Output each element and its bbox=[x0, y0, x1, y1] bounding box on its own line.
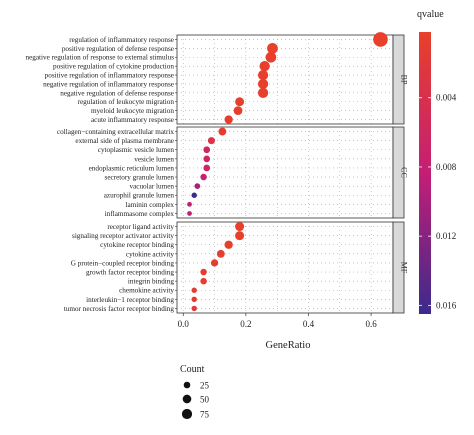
data-point bbox=[224, 240, 233, 249]
facet-strip-bp bbox=[392, 34, 405, 125]
colorbar-tick-label: 0.016 bbox=[436, 300, 457, 310]
term-label: external side of plasma membrane bbox=[75, 137, 174, 145]
data-point bbox=[187, 201, 192, 207]
data-point bbox=[194, 183, 201, 190]
facet-strip-cc bbox=[392, 126, 405, 219]
term-label: integrin binding bbox=[128, 278, 175, 286]
x-tick-label: 0.4 bbox=[303, 319, 315, 329]
qvalue-colorbar bbox=[419, 32, 431, 314]
data-point bbox=[203, 164, 211, 172]
colorbar-tick-label: 0.012 bbox=[436, 231, 456, 241]
term-label: chemokine activity bbox=[119, 287, 174, 295]
term-label: regulation of leukocyte migration bbox=[78, 98, 175, 106]
term-label: inflammasome complex bbox=[105, 210, 175, 218]
term-label: signaling receptor activator activity bbox=[72, 232, 174, 240]
data-point bbox=[233, 106, 243, 116]
data-point bbox=[200, 268, 207, 276]
term-label: receptor ligand activity bbox=[107, 223, 174, 231]
size-legend-dot bbox=[181, 408, 193, 420]
size-legend-dot bbox=[183, 381, 191, 389]
data-point bbox=[257, 78, 269, 90]
size-legend-label: 75 bbox=[200, 410, 210, 420]
term-label: growth factor receptor binding bbox=[86, 268, 174, 276]
qvalue-legend: qvalue 0.004 0.008 0.012 0.016 bbox=[417, 9, 457, 314]
data-point bbox=[191, 287, 197, 293]
term-label: positive regulation of cytokine producti… bbox=[53, 63, 174, 71]
data-point bbox=[267, 42, 278, 54]
data-point bbox=[257, 87, 269, 98]
term-label: myeloid leukocyte migration bbox=[91, 107, 174, 115]
term-label: acute inflammatory response bbox=[91, 116, 174, 124]
data-point bbox=[373, 32, 388, 47]
term-label: vesicle lumen bbox=[134, 155, 174, 163]
term-label: G protein−coupled receptor binding bbox=[71, 259, 175, 267]
data-point bbox=[224, 115, 233, 124]
size-legend-dot bbox=[182, 394, 192, 404]
term-label: laminin complex bbox=[125, 201, 174, 209]
facet-label-bp: BP bbox=[399, 75, 408, 85]
data-point bbox=[216, 249, 225, 258]
x-tick-label: 0.6 bbox=[365, 319, 377, 329]
data-point bbox=[210, 259, 219, 267]
term-label: azurophil granule lumen bbox=[104, 192, 175, 200]
data-point bbox=[235, 97, 245, 107]
data-point bbox=[257, 69, 269, 81]
count-legend-title: Count bbox=[180, 364, 205, 375]
term-label: negative regulation of inflammatory resp… bbox=[43, 80, 174, 88]
facet-strip-mf bbox=[392, 221, 405, 314]
term-label: negative regulation of defense response bbox=[60, 89, 174, 97]
term-label: regulation of inflammatory response bbox=[69, 36, 174, 44]
term-label: cytoplasmic vesicle lumen bbox=[98, 146, 175, 154]
x-tick-label: 0.2 bbox=[240, 319, 251, 329]
term-label: collagen−containing extracellular matrix bbox=[57, 128, 174, 136]
x-axis: GeneRatio 0.0 0.2 0.4 0.6 bbox=[178, 313, 377, 351]
term-label: cytokine activity bbox=[126, 250, 175, 258]
qvalue-legend-title: qvalue bbox=[417, 9, 444, 20]
term-label: vacuolar lumen bbox=[129, 183, 174, 191]
data-point bbox=[187, 211, 192, 216]
term-label: secretory granule lumen bbox=[105, 173, 175, 181]
data-point bbox=[191, 305, 197, 312]
data-point bbox=[203, 146, 211, 154]
data-point bbox=[207, 137, 215, 145]
data-point bbox=[259, 60, 270, 72]
size-legend-label: 50 bbox=[200, 395, 210, 405]
panel-frame bbox=[176, 221, 394, 314]
data-point bbox=[265, 51, 277, 63]
size-legend-label: 25 bbox=[200, 381, 210, 391]
term-label: cytokine receptor binding bbox=[100, 241, 174, 249]
data-point bbox=[200, 277, 207, 285]
data-point bbox=[191, 192, 197, 198]
colorbar-tick-label: 0.008 bbox=[436, 162, 457, 172]
data-point bbox=[235, 222, 245, 232]
panel-frame bbox=[176, 34, 394, 125]
data-point bbox=[218, 127, 227, 136]
term-label: interleukin−1 receptor binding bbox=[86, 296, 174, 304]
facet-label-cc: CC bbox=[399, 167, 408, 178]
term-label: positive regulation of defense response bbox=[62, 45, 174, 53]
facet-label-mf: MF bbox=[399, 262, 408, 274]
data-point bbox=[200, 173, 207, 181]
term-label: positive regulation of inflammatory resp… bbox=[45, 71, 174, 79]
data-point bbox=[203, 155, 211, 163]
term-label: endoplasmic reticulum lumen bbox=[89, 164, 175, 172]
x-tick-label: 0.0 bbox=[178, 319, 190, 329]
data-point bbox=[235, 231, 245, 241]
panel-cc: CC collagen−containing extracellular matr… bbox=[57, 126, 408, 219]
data-point bbox=[191, 296, 197, 303]
term-label: tumor necrosis factor receptor binding bbox=[64, 305, 175, 313]
x-axis-title: GeneRatio bbox=[266, 340, 311, 351]
count-legend: Count 25 50 75 bbox=[180, 364, 210, 420]
colorbar-tick-label: 0.004 bbox=[436, 93, 457, 103]
term-label: negative regulation of response to exter… bbox=[25, 54, 174, 62]
